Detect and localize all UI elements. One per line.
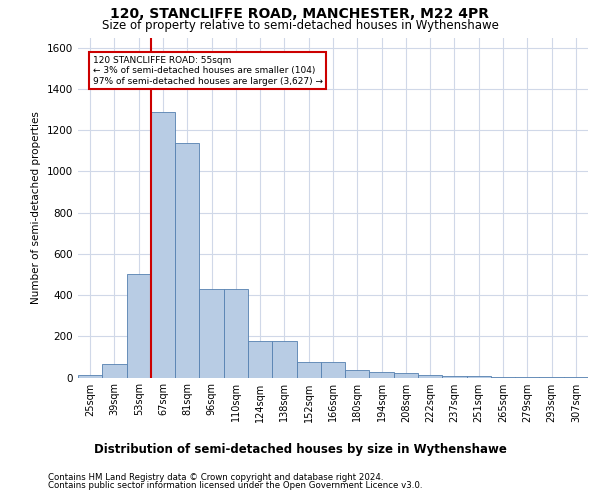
Y-axis label: Number of semi-detached properties: Number of semi-detached properties — [31, 111, 41, 304]
Bar — [199, 289, 224, 378]
Text: Size of property relative to semi-detached houses in Wythenshawe: Size of property relative to semi-detach… — [101, 18, 499, 32]
Bar — [321, 362, 345, 378]
Bar — [491, 377, 515, 378]
Bar — [442, 376, 467, 378]
Bar — [467, 376, 491, 378]
Bar — [272, 342, 296, 378]
Bar — [370, 372, 394, 378]
Text: Contains public sector information licensed under the Open Government Licence v3: Contains public sector information licen… — [48, 481, 422, 490]
Text: 120 STANCLIFFE ROAD: 55sqm
← 3% of semi-detached houses are smaller (104)
97% of: 120 STANCLIFFE ROAD: 55sqm ← 3% of semi-… — [92, 56, 323, 86]
Bar — [296, 362, 321, 378]
Bar — [78, 376, 102, 378]
Bar — [224, 289, 248, 378]
Bar — [175, 142, 199, 378]
Text: 120, STANCLIFFE ROAD, MANCHESTER, M22 4PR: 120, STANCLIFFE ROAD, MANCHESTER, M22 4P… — [110, 8, 490, 22]
Text: Distribution of semi-detached houses by size in Wythenshawe: Distribution of semi-detached houses by … — [94, 442, 506, 456]
Bar — [345, 370, 370, 378]
Bar — [102, 364, 127, 378]
Bar — [127, 274, 151, 378]
Bar — [394, 374, 418, 378]
Bar — [248, 342, 272, 378]
Text: Contains HM Land Registry data © Crown copyright and database right 2024.: Contains HM Land Registry data © Crown c… — [48, 472, 383, 482]
Bar — [418, 376, 442, 378]
Bar — [151, 112, 175, 378]
